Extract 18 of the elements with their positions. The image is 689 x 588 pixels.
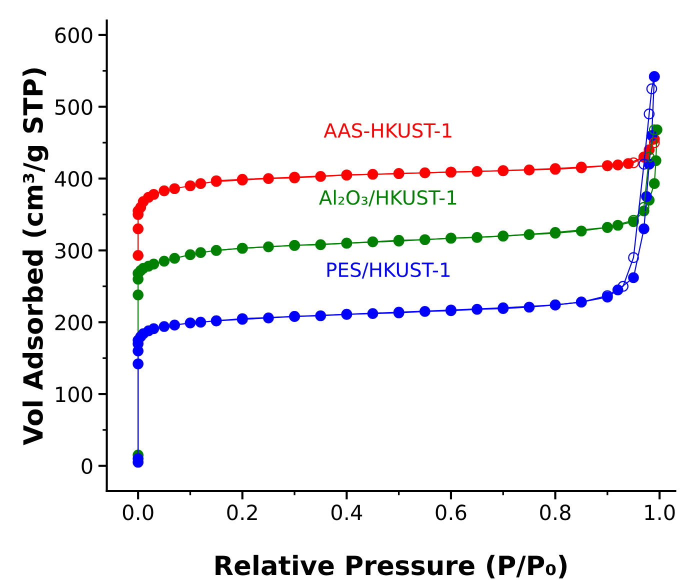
x-tick-label: 0.0 [122,504,154,520]
series-label: PES/HKUST-1 [327,262,450,279]
y-tick-label: 500 [55,99,92,115]
x-tick-label: 1.0 [645,504,675,520]
x-axis-title: Relative Pressure (P/P₀) [216,554,567,578]
x-tick-label: 0.8 [540,504,570,520]
y-tick-label: 0 [82,458,92,474]
y-tick-label: 200 [55,314,92,330]
y-tick-label: 100 [56,386,92,402]
y-axis-title: Vol Adsorbed (cm³/g STP) [22,68,48,446]
x-tick-label: 0.2 [227,504,257,520]
x-tick-label: 0.6 [436,504,466,520]
series-label: AAS-HKUST-1 [324,123,452,138]
x-tick-label: 0.4 [331,504,362,520]
y-tick-label: 400 [54,171,92,187]
series-label: Al₂O₃/HKUST-1 [319,190,456,206]
y-tick-label: 600 [55,27,92,44]
y-tick-label: 300 [55,242,92,259]
